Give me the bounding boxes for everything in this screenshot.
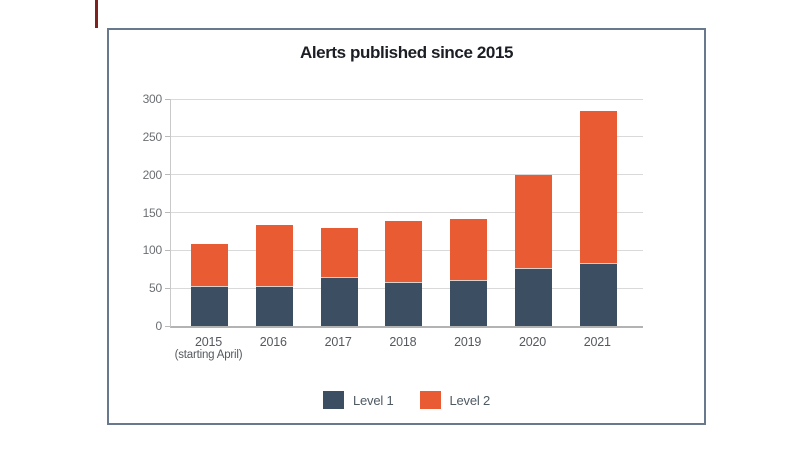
bar-segment-level-2-2015 xyxy=(191,243,228,287)
bar-segment-level-2-2016 xyxy=(255,224,293,287)
y-tick-mark xyxy=(165,287,170,289)
x-label-2018: 2018 xyxy=(348,335,458,349)
bar-2018 xyxy=(385,99,423,326)
x-label-2017: 2017 xyxy=(283,335,393,349)
bar-segment-level-1-2020 xyxy=(515,268,552,326)
x-tick-label-2018: 2018 xyxy=(389,335,417,349)
x-tick-label-2021: 2021 xyxy=(583,335,611,349)
x-tick-label-2015: 2015 xyxy=(194,335,222,349)
y-tick-label-0: 0 xyxy=(155,319,163,333)
y-tick-mark xyxy=(165,212,170,213)
bar-2016 xyxy=(255,99,293,326)
bar-segment-level-1-2018 xyxy=(385,282,423,326)
y-tick-label-50: 50 xyxy=(149,281,162,296)
gridline-y-300 xyxy=(171,98,643,100)
bar-segment-level-1-2017 xyxy=(320,277,358,326)
bar-2017 xyxy=(320,99,358,326)
bar-2021 xyxy=(579,99,617,326)
bar-2019 xyxy=(450,99,488,326)
bar-segment-level-1-2016 xyxy=(255,286,293,326)
gridline-y-250 xyxy=(171,136,643,138)
x-label-2016: 2016 xyxy=(218,335,328,349)
x-tick-label-2017: 2017 xyxy=(324,335,352,349)
bar-segment-level-2-2017 xyxy=(320,227,358,278)
legend-swatch-level-2-icon xyxy=(419,391,441,409)
y-tick-mark xyxy=(165,174,170,176)
legend-label-level-1: Level 1 xyxy=(352,392,394,408)
y-tick-label-200: 200 xyxy=(142,167,163,182)
bar-segment-level-2-2019 xyxy=(450,218,488,281)
gridline-y-150 xyxy=(171,212,643,213)
y-tick-label-250: 250 xyxy=(142,129,163,144)
bar-segment-level-1-2021 xyxy=(579,263,617,326)
bar-2020 xyxy=(515,99,552,326)
bar-segment-level-2-2018 xyxy=(385,220,423,283)
legend: Level 1 Level 2 xyxy=(109,391,704,409)
bar-segment-level-1-2015 xyxy=(191,286,228,326)
x-label-2015: 2015 (starting April) xyxy=(154,335,264,362)
y-tick-mark xyxy=(165,98,170,100)
page-edge-mark xyxy=(95,0,98,28)
x-label-2019: 2019 xyxy=(413,335,523,349)
legend-item-level-2: Level 2 xyxy=(419,391,491,409)
x-tick-label-2019: 2019 xyxy=(454,335,482,349)
y-tick-mark xyxy=(165,325,170,327)
gridline-y-200 xyxy=(171,174,643,176)
y-tick-mark xyxy=(165,136,170,138)
x-tick-sublabel-2015: (starting April) xyxy=(174,349,243,361)
plot-area xyxy=(170,98,643,328)
legend-item-level-1: Level 1 xyxy=(322,391,394,409)
chart-frame: Alerts published since 2015 0 50 100 150 200… xyxy=(107,28,706,425)
y-tick-label-300: 300 xyxy=(142,92,163,106)
legend-label-level-2: Level 2 xyxy=(449,392,491,408)
x-label-2020: 2020 xyxy=(478,335,588,349)
chart-title: Alerts published since 2015 xyxy=(299,43,514,62)
y-tick-label-150: 150 xyxy=(142,205,163,220)
x-tick-label-2020: 2020 xyxy=(518,335,546,349)
bar-segment-level-1-2019 xyxy=(450,280,488,326)
legend-swatch-level-1-icon xyxy=(322,391,344,409)
bar-segment-level-2-2021 xyxy=(579,111,617,264)
bar-2015 xyxy=(191,99,228,326)
y-tick-label-100: 100 xyxy=(142,243,163,258)
bar-segment-level-2-2020 xyxy=(515,174,552,269)
y-tick-mark xyxy=(165,249,170,251)
x-label-2021: 2021 xyxy=(542,335,652,349)
x-tick-label-2016: 2016 xyxy=(259,335,287,349)
